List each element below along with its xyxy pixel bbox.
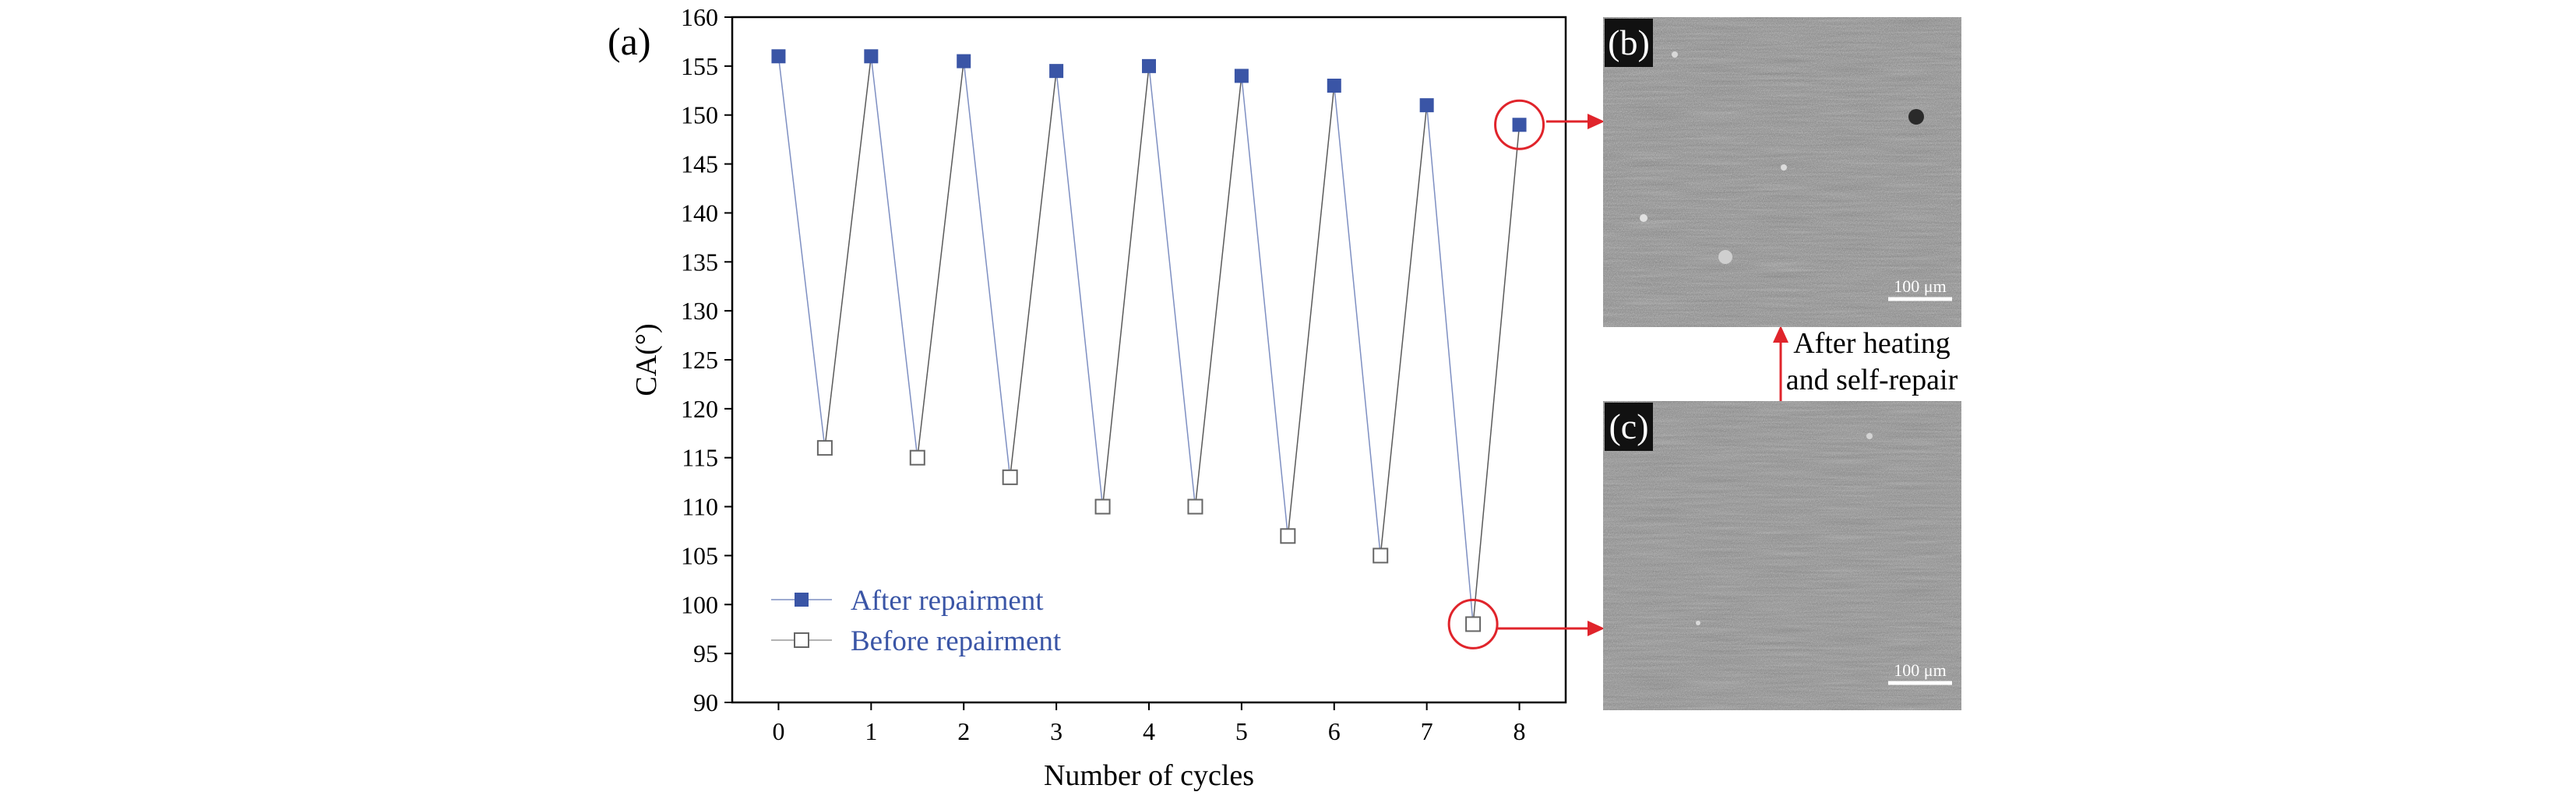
y-tick-label: 115 xyxy=(682,444,718,472)
connector-segment xyxy=(1425,105,1474,625)
sem-image-c: (c) 100 μm xyxy=(1603,401,1961,710)
connector-segment xyxy=(1241,76,1289,537)
legend-label-before: Before repairment xyxy=(851,625,1062,657)
connector-segment xyxy=(1380,105,1428,556)
connector-segment xyxy=(777,56,826,449)
data-points xyxy=(771,49,1527,632)
x-tick-label: 5 xyxy=(1235,717,1248,745)
highlight-circle-c xyxy=(1447,598,1499,649)
y-tick-label: 90 xyxy=(693,688,718,716)
x-tick-label: 6 xyxy=(1328,717,1341,745)
before-repairment-point xyxy=(1002,469,1018,485)
before-repairment-point xyxy=(1280,528,1296,544)
before-repairment-point xyxy=(1373,547,1389,564)
connector-segment xyxy=(1101,65,1150,507)
before-repairment-point xyxy=(1465,616,1482,632)
x-tick-label: 4 xyxy=(1143,717,1155,745)
before-repairment-point xyxy=(1187,498,1203,515)
connector-segment xyxy=(870,56,918,458)
scale-bar-label-b: 100 μm xyxy=(1894,276,1946,296)
connector-segment xyxy=(1287,85,1335,537)
y-axis-label: CA(°) xyxy=(630,323,663,396)
legend-marker-after xyxy=(795,593,809,607)
arrows xyxy=(1497,114,1788,636)
connector-segment xyxy=(963,61,1011,477)
connector-segment xyxy=(1334,85,1381,556)
image-label-b: (b) xyxy=(1608,23,1650,62)
transition-text-line1: After heating xyxy=(1793,327,1951,360)
arrow-c-to-b-head xyxy=(1773,326,1788,343)
y-tick-label: 140 xyxy=(681,199,718,227)
y-tick-label: 150 xyxy=(681,101,718,129)
x-axis-label: Number of cycles xyxy=(1044,759,1254,792)
after-repairment-point xyxy=(1234,69,1249,83)
sem-image-b: (b) 100 μm xyxy=(1603,17,1961,327)
panel-label-a: (a) xyxy=(608,19,651,63)
y-tick-label: 160 xyxy=(681,3,718,31)
after-repairment-point xyxy=(864,49,879,64)
arrow-to-c-head xyxy=(1588,621,1605,636)
connector-segment xyxy=(1194,76,1242,507)
connector-segment xyxy=(824,56,872,449)
x-tick-label: 7 xyxy=(1421,717,1433,745)
after-repairment-point xyxy=(771,49,786,64)
y-tick-label: 100 xyxy=(681,590,718,618)
after-repairment-point xyxy=(1142,58,1156,73)
after-repairment-point xyxy=(957,54,971,69)
highlight-circle-b xyxy=(1494,99,1545,150)
before-repairment-point xyxy=(909,449,925,466)
x-tick-label: 0 xyxy=(772,717,784,745)
image-label-c: (c) xyxy=(1609,407,1648,446)
y-axis-ticks: 90 95 100 105 110 115 120 125 130 135 140 145 150 155… xyxy=(681,3,732,716)
before-repairment-point xyxy=(1094,498,1111,515)
y-tick-label: 130 xyxy=(681,297,718,325)
legend: After repairment Before repairment xyxy=(771,585,1062,657)
legend-marker-before xyxy=(794,632,809,648)
x-tick-label: 8 xyxy=(1514,717,1526,745)
after-repairment-point xyxy=(1327,79,1341,93)
legend-label-after: After repairment xyxy=(851,585,1044,617)
y-tick-label: 125 xyxy=(681,346,718,374)
connector-segment xyxy=(1472,125,1521,625)
y-tick-label: 110 xyxy=(682,493,718,521)
before-repairment-point xyxy=(816,440,833,456)
series-connecting-line xyxy=(777,56,1521,625)
after-repairment-point xyxy=(1049,64,1064,79)
connector-segment xyxy=(1148,65,1196,507)
x-tick-label: 2 xyxy=(957,717,970,745)
x-tick-label: 3 xyxy=(1050,717,1062,745)
arrow-to-b-head xyxy=(1588,114,1605,129)
y-tick-label: 120 xyxy=(681,395,718,423)
y-tick-label: 135 xyxy=(681,248,718,276)
after-repairment-point xyxy=(1512,118,1527,132)
x-axis-ticks: 0 1 2 3 4 5 6 7 8 xyxy=(772,702,1526,745)
connector-segment xyxy=(1055,71,1104,507)
after-repairment-point xyxy=(1419,98,1434,113)
y-tick-label: 145 xyxy=(681,150,718,178)
transition-text-line2: and self-repair xyxy=(1786,364,1958,396)
scale-bar-label-c: 100 μm xyxy=(1894,660,1946,680)
y-tick-label: 155 xyxy=(681,52,718,80)
connector-segment xyxy=(1009,71,1057,477)
y-tick-label: 105 xyxy=(681,541,718,569)
y-tick-label: 95 xyxy=(693,639,718,667)
x-tick-label: 1 xyxy=(865,717,877,745)
connector-segment xyxy=(917,61,964,458)
highlight-circles xyxy=(1447,99,1545,649)
